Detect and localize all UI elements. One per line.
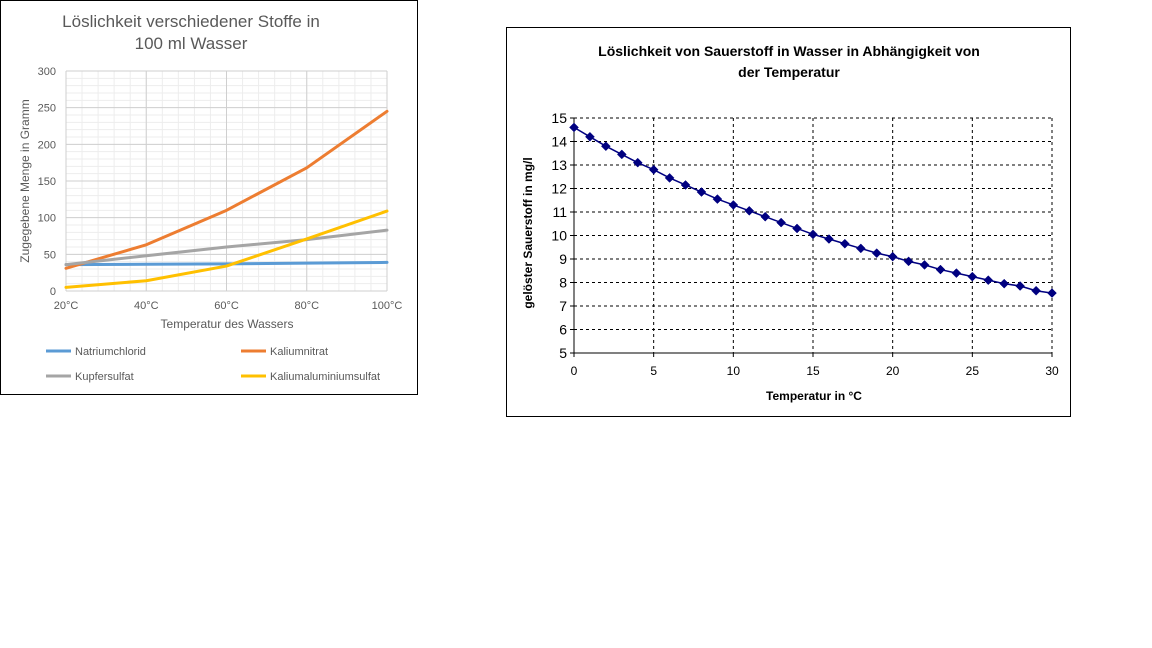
chart1-legend-label: Kaliumaluminiumsulfat bbox=[270, 371, 380, 383]
solubility-substances-chart: Löslichkeit verschiedener Stoffe in 100 m… bbox=[0, 0, 418, 395]
chart2-title-line: Löslichkeit von Sauerstoff in Wasser in … bbox=[598, 43, 980, 59]
chart2-x-tick-label: 0 bbox=[571, 364, 578, 378]
chart2-y-tick-label: 10 bbox=[551, 228, 567, 244]
chart2-x-tick-label: 25 bbox=[966, 364, 980, 378]
chart1-x-axis-label: Temperatur des Wassers bbox=[161, 317, 294, 331]
chart1-series-line bbox=[64, 260, 389, 267]
chart2-y-tick-label: 6 bbox=[559, 322, 567, 338]
chart2-data-point bbox=[792, 223, 802, 234]
chart2-data-point bbox=[616, 149, 627, 160]
chart1-svg: Löslichkeit verschiedener Stoffe in 100 m… bbox=[18, 12, 403, 383]
chart2-data-point bbox=[1015, 281, 1025, 291]
chart2-data-point bbox=[855, 243, 866, 254]
chart2-data-point bbox=[935, 264, 946, 275]
chart2-data-point bbox=[903, 256, 914, 267]
chart2-y-axis-label: gelöster Sauerstoff in mg/l bbox=[521, 157, 535, 308]
chart1-x-tick-label: 80°C bbox=[294, 300, 319, 312]
chart1-title-line: Löslichkeit verschiedener Stoffe in bbox=[62, 12, 320, 31]
chart2-data-point bbox=[585, 131, 595, 142]
chart2-y-tick-label: 7 bbox=[559, 298, 567, 314]
chart2-data-point bbox=[696, 187, 707, 197]
chart2-data-point bbox=[680, 180, 691, 190]
chart2-y-tick-label: 8 bbox=[559, 275, 567, 291]
chart2-data-point bbox=[967, 271, 978, 282]
chart2-data-point bbox=[712, 194, 723, 204]
chart2-data-point bbox=[919, 260, 930, 270]
chart2-data-point bbox=[951, 268, 962, 278]
chart1-y-tick-label: 250 bbox=[38, 103, 56, 115]
chart1-y-tick-label: 200 bbox=[38, 139, 56, 151]
chart2-data-point bbox=[648, 164, 659, 175]
chart2-y-tick-label: 15 bbox=[551, 110, 567, 126]
chart2-data-point bbox=[871, 248, 882, 258]
chart1-x-tick-label: 100°C bbox=[372, 300, 403, 312]
chart1-y-tick-label: 100 bbox=[38, 213, 56, 225]
chart2-data-point bbox=[1047, 288, 1057, 298]
chart2-y-tick-label: 9 bbox=[559, 251, 567, 267]
chart2-x-axis-label: Temperatur in °C bbox=[766, 389, 862, 403]
chart2-y-tick-label: 12 bbox=[551, 181, 567, 197]
oxygen-solubility-chart: Löslichkeit von Sauerstoff in Wasser in … bbox=[506, 27, 1071, 417]
chart2-x-tick-label: 20 bbox=[886, 364, 900, 378]
chart1-y-axis-label: Zugegebene Menge in Gramm bbox=[18, 99, 32, 262]
chart1-legend-label: Kaliumnitrat bbox=[270, 346, 328, 358]
chart2-y-tick-label: 11 bbox=[552, 204, 567, 220]
chart2-data-point bbox=[1031, 285, 1041, 296]
chart1-legend-label: Kupfersulfat bbox=[75, 371, 134, 383]
chart2-data-point bbox=[760, 211, 771, 222]
chart2-data-point bbox=[728, 200, 739, 210]
chart1-x-tick-label: 60°C bbox=[214, 300, 239, 312]
chart2-svg: Löslichkeit von Sauerstoff in Wasser in … bbox=[521, 43, 1059, 403]
chart1-y-tick-label: 150 bbox=[38, 176, 56, 188]
chart2-data-point bbox=[887, 251, 898, 262]
chart1-legend-label: Natriumchlorid bbox=[75, 346, 146, 358]
chart2-data-point bbox=[983, 275, 994, 286]
chart2-y-tick-label: 14 bbox=[551, 134, 567, 150]
chart2-title-line: der Temperatur bbox=[738, 64, 840, 80]
chart2-data-point bbox=[824, 234, 834, 244]
chart2-data-point bbox=[569, 122, 579, 133]
chart2-x-tick-label: 15 bbox=[806, 364, 820, 378]
chart2-data-point bbox=[999, 278, 1010, 289]
chart2-data-point bbox=[664, 173, 675, 183]
chart2-data-point bbox=[840, 238, 850, 249]
chart1-x-tick-label: 20°C bbox=[54, 300, 79, 312]
chart2-data-point bbox=[808, 229, 818, 240]
chart1-y-tick-label: 300 bbox=[38, 66, 56, 78]
chart1-series-line bbox=[64, 228, 389, 267]
chart1-y-tick-label: 50 bbox=[44, 249, 56, 261]
chart2-x-tick-label: 5 bbox=[650, 364, 657, 378]
chart2-data-point bbox=[776, 217, 786, 228]
chart2-x-tick-label: 30 bbox=[1045, 364, 1059, 378]
chart2-data-point bbox=[744, 205, 755, 216]
chart1-x-tick-label: 40°C bbox=[134, 300, 159, 312]
chart2-x-tick-label: 10 bbox=[727, 364, 741, 378]
chart1-y-tick-label: 0 bbox=[50, 286, 56, 298]
chart1-series-line bbox=[64, 209, 389, 289]
chart2-y-tick-label: 13 bbox=[551, 157, 567, 173]
chart1-series-line bbox=[64, 109, 389, 270]
chart2-data-point bbox=[601, 141, 611, 152]
chart1-title-line: 100 ml Wasser bbox=[135, 34, 248, 53]
chart2-y-tick-label: 5 bbox=[559, 345, 567, 361]
chart2-data-point bbox=[632, 157, 643, 168]
